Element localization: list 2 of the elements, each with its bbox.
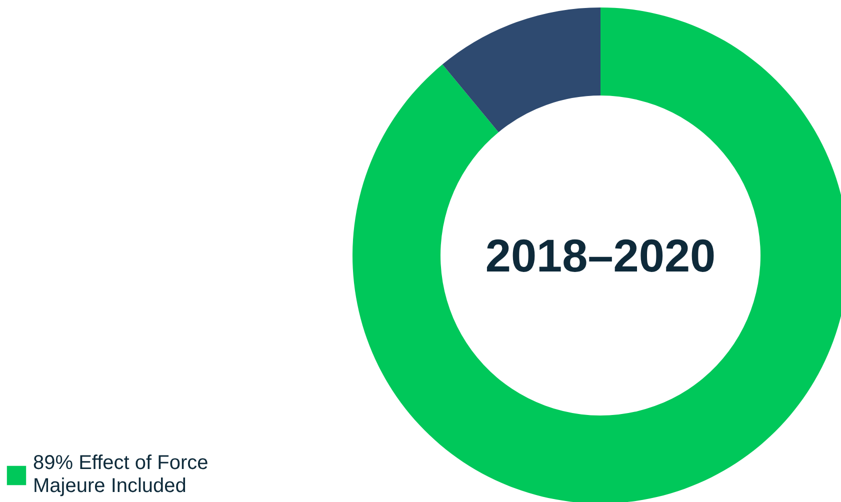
text: 2018–2020 [485,230,716,282]
legend-label: 89% Effect of Force Majeure Included [33,452,208,498]
